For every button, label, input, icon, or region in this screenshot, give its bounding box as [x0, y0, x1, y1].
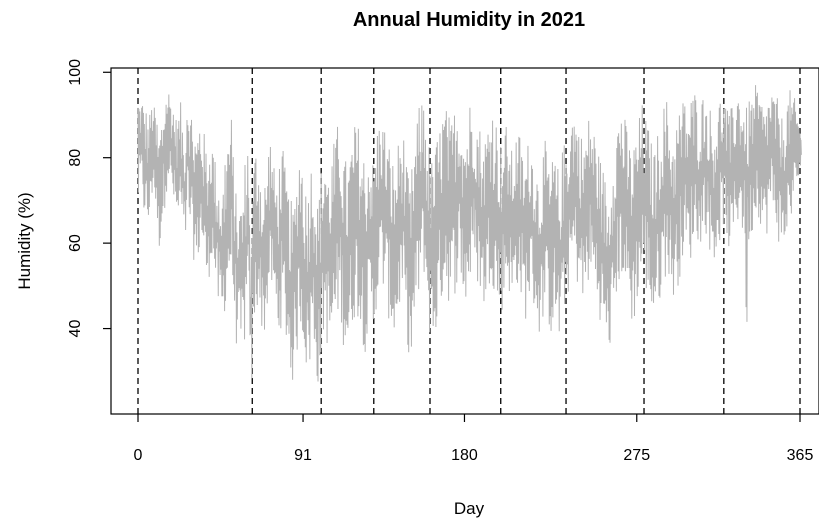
x-tick-label: 0	[134, 447, 143, 464]
y-axis: 40 60 80 100	[67, 59, 111, 338]
y-tick-label: 100	[67, 59, 84, 86]
y-tick-label: 40	[67, 320, 84, 338]
x-tick-label: 365	[787, 447, 814, 464]
x-tick-label: 180	[451, 447, 478, 464]
y-axis-label: Humidity (%)	[15, 192, 34, 289]
x-axis: 0 91 180 275 365	[134, 414, 814, 464]
series-line	[137, 85, 802, 382]
y-tick-label: 60	[67, 234, 84, 252]
x-tick-label: 91	[294, 447, 312, 464]
x-tick-label: 275	[623, 447, 650, 464]
y-tick-label: 80	[67, 149, 84, 167]
humidity-series	[137, 85, 802, 382]
x-axis-label: Day	[454, 499, 485, 518]
chart-title: Annual Humidity in 2021	[353, 9, 585, 31]
